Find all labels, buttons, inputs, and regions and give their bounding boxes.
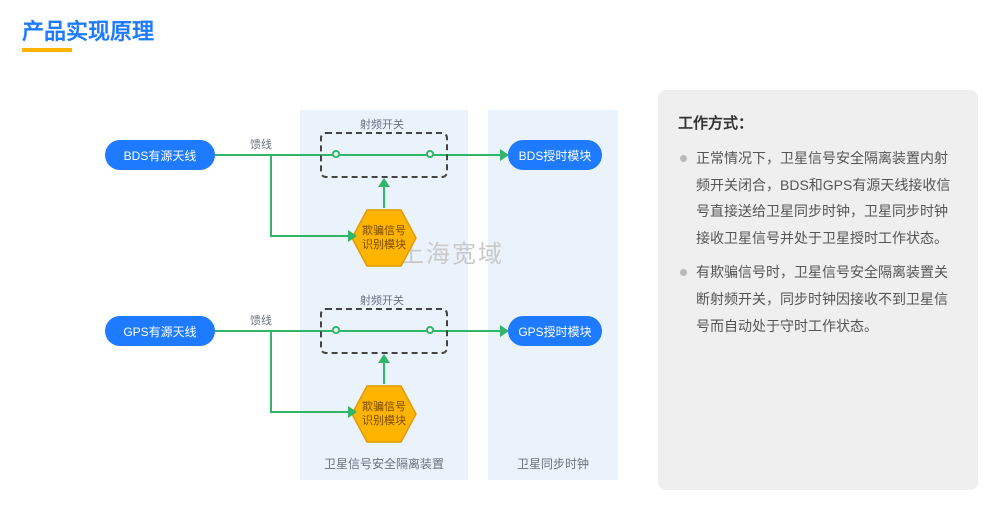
page-title: 产品实现原理 [22,14,154,46]
row1-hex-arrow-up [378,178,390,187]
description-list: 正常情况下，卫星信号安全隔离装置内射频开关闭合，BDS和GPS有源天线接收信号直… [678,145,958,339]
row1-dot1 [332,150,340,158]
row1-hexagon: 欺骗信号识别模块 [350,208,418,268]
row2-module: GPS授时模块 [508,316,602,346]
page-title-block: 产品实现原理 [22,14,154,46]
row2-feedback-h [270,411,350,413]
bullet-item: 正常情况下，卫星信号安全隔离装置内射频开关闭合，BDS和GPS有源天线接收信号直… [678,145,958,251]
row1-hex-to-switch [383,186,385,208]
row2-feedback-v1 [270,331,272,413]
row2-hex-to-switch [383,362,385,384]
row1-rf-label: 射频开关 [360,116,404,132]
row2-feedback-arrow-hex [348,406,357,418]
description-title: 工作方式： [678,112,958,133]
row1-dot2 [426,150,434,158]
row2-hex-text: 欺骗信号识别模块 [350,384,418,444]
row1-feedback-arrow-hex [348,230,357,242]
panel-clock-label: 卫星同步时钟 [488,455,618,472]
row1-feedback-h [270,235,350,237]
row2-dot1 [332,326,340,334]
title-underline [22,48,72,52]
row1-feedback-v1 [270,155,272,237]
row2-feeder-label: 馈线 [250,312,272,328]
row2-hexagon: 欺骗信号识别模块 [350,384,418,444]
bullet-item: 有欺骗信号时，卫星信号安全隔离装置关断射频开关，同步时钟因接收不到卫星信号而自动… [678,259,958,339]
row2-hex-arrow-up [378,354,390,363]
row2-antenna: GPS有源天线 [105,316,215,346]
panel-isolation-label: 卫星信号安全隔离装置 [300,455,468,472]
row1-module: BDS授时模块 [508,140,602,170]
row1-feeder-label: 馈线 [250,136,272,152]
description-panel: 工作方式： 正常情况下，卫星信号安全隔离装置内射频开关闭合，BDS和GPS有源天… [658,90,978,490]
row2-rf-label: 射频开关 [360,292,404,308]
diagram-area: 卫星信号安全隔离装置 卫星同步时钟 上海宽域 BDS有源天线 馈线 射频开关 B… [0,60,640,500]
row2-dot2 [426,326,434,334]
row1-antenna: BDS有源天线 [105,140,215,170]
row1-hex-text: 欺骗信号识别模块 [350,208,418,268]
